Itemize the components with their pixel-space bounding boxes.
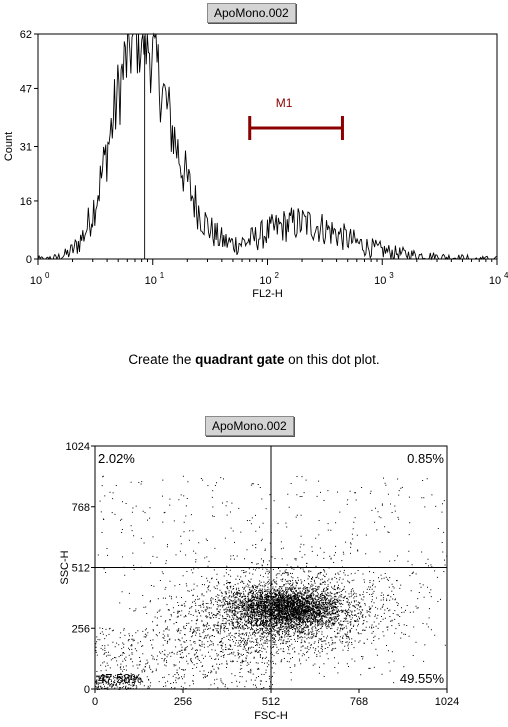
x-tick-label: 768 [350, 696, 368, 708]
x-tick-label: 10 [374, 275, 386, 287]
x-tick-exponent: 3 [389, 271, 394, 280]
x-tick-exponent: 4 [504, 271, 508, 280]
y-axis-label: Count [3, 132, 15, 161]
y-tick-label: 0 [26, 254, 32, 266]
y-tick-label: 62 [20, 29, 32, 41]
histogram-trace [37, 32, 498, 261]
y-axis-label: SSC-H [59, 550, 71, 584]
y-tick-label: 47 [20, 83, 32, 95]
quadrant-stat-upper-right: 0.85% [407, 451, 444, 466]
y-tick-label: 1024 [66, 441, 90, 453]
instruction-suffix: on this dot plot. [284, 352, 380, 367]
x-tick-label: 512 [262, 696, 280, 708]
y-tick-label: 768 [72, 502, 90, 514]
y-tick-label: 256 [72, 623, 90, 635]
instruction-text: Create the quadrant gate on this dot plo… [0, 352, 508, 367]
x-tick-label: 1024 [435, 696, 459, 708]
dotplot-title[interactable]: ApoMono.002 [205, 416, 294, 436]
x-tick-label: 256 [174, 696, 192, 708]
y-tick-label: 16 [20, 196, 32, 208]
x-tick-exponent: 1 [160, 271, 165, 280]
y-tick-label: 31 [20, 142, 32, 154]
x-tick-label: 10 [489, 275, 501, 287]
x-tick-exponent: 2 [275, 271, 280, 280]
marker-label: M1 [276, 96, 293, 110]
x-tick-exponent: 0 [45, 271, 50, 280]
y-tick-label: 512 [72, 563, 90, 575]
instruction-bold: quadrant gate [195, 352, 285, 367]
histogram-title[interactable]: ApoMono.002 [207, 3, 296, 23]
y-tick-label: 0 [84, 684, 90, 696]
x-axis-label: FSC-H [254, 710, 288, 722]
instruction-prefix: Create the [128, 352, 196, 367]
x-tick-label: 0 [92, 696, 98, 708]
x-tick-label: 10 [145, 275, 157, 287]
x-axis-label: FL2-H [252, 288, 283, 300]
x-tick-label: 10 [30, 275, 42, 287]
quadrant-stat-upper-left: 2.02% [98, 451, 135, 466]
x-tick-label: 10 [259, 275, 271, 287]
quadrant-stat-lower-right: 49.55% [400, 671, 445, 686]
quadrant-stat-lower-left: 47.58% [98, 671, 143, 686]
